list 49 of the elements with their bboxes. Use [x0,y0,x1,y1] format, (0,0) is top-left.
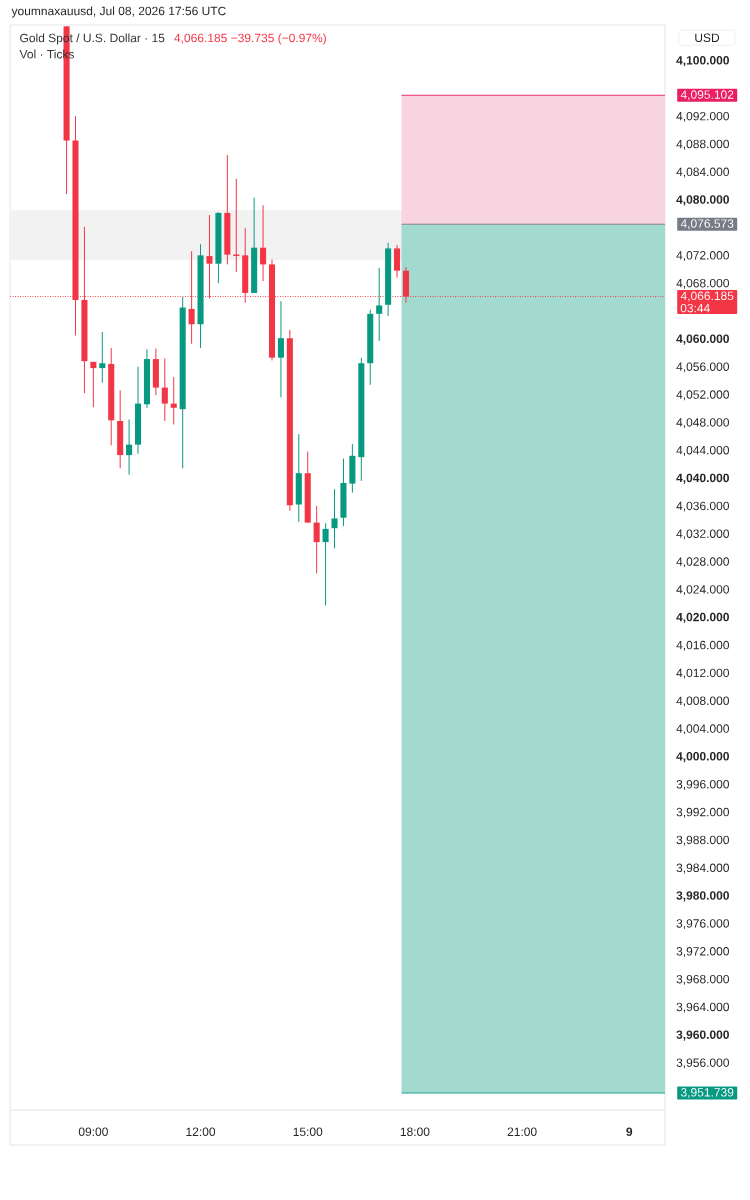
y-tick-label: 4,008.000 [676,696,730,707]
y-tick-label: 4,080.000 [676,195,729,206]
y-tick-label: 4,036.000 [676,501,730,512]
x-tick-label: 15:00 [293,1127,323,1137]
y-tick-label: 3,976.000 [676,919,730,930]
y-tick-label: 3,960.000 [676,1030,729,1041]
y-tick-label: 4,020.000 [676,612,729,624]
x-tick-label: 21:00 [507,1127,537,1137]
y-tick-label: 4,088.000 [676,139,730,150]
y-tick-label: 4,084.000 [676,167,730,178]
y-tick-label: 4,044.000 [676,445,730,456]
y-tick-label: 4,032.000 [676,529,730,540]
x-tick-label: 09:00 [78,1127,108,1137]
y-tick-label: 4,024.000 [676,585,730,596]
y-tick-label: 4,056.000 [676,362,730,373]
y-tick-label: 4,040.000 [676,473,729,484]
y-tick-label: 4,048.000 [676,418,730,429]
y-tick-label: 3,980.000 [676,891,729,902]
y-tick-label: 3,972.000 [676,947,730,957]
y-tick-label: 4,072.000 [676,251,730,262]
x-tick-label: 18:00 [400,1127,430,1137]
y-axis-title: USD [695,33,720,43]
text: 03:44 [680,303,710,313]
y-tick-label: 4,012.000 [676,668,730,679]
y-tick-label: 4,060.000 [676,334,729,345]
y-tick-label: 4,052.000 [676,390,730,401]
ref-line-label: 4,076.573 [680,219,734,230]
ref-line-label: 3,951.739 [680,1088,734,1098]
ref-line-label: 4,066.185 [680,291,734,302]
y-tick-label: 3,996.000 [676,780,730,790]
y-tick-label: 4,028.000 [676,557,730,568]
y-tick-label: 3,964.000 [676,1002,730,1013]
y-tick-label: 4,092.000 [676,111,730,122]
x-tick-label: 12:00 [186,1127,216,1137]
text: youmnaxauusd, Jul 08, 2026 17:56 UTC [11,6,226,18]
y-tick-label: 4,100.000 [676,56,729,67]
y-tick-label: 3,992.000 [676,807,730,818]
y-tick-label: 4,068.000 [676,278,730,289]
y-tick-label: 4,004.000 [676,724,730,735]
y-tick-label: 4,016.000 [676,640,730,651]
y-tick-label: 3,968.000 [676,974,730,985]
x-tick-label: 9 [626,1127,633,1137]
y-tick-label: 4,000.000 [676,752,729,763]
candlestick [331,488,338,549]
y-tick-label: 3,988.000 [676,835,730,846]
ref-line-label: 4,095.102 [680,90,734,101]
text: 4,066.185 −39.735 (−0.97%) [174,33,326,45]
y-tick-label: 3,984.000 [676,863,730,874]
y-tick-label: 3,956.000 [676,1058,730,1069]
